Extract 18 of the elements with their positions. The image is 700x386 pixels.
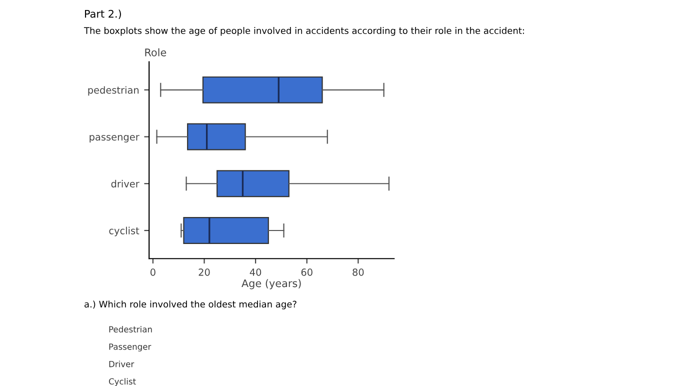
y-tick-label: driver — [111, 180, 140, 188]
x-tick-label: 40 — [250, 268, 262, 276]
chart-title: Part 2.) — [85, 10, 121, 19]
text: a.) Which role involved the oldest median age? — [84, 300, 296, 310]
x-tick-label: 0 — [150, 268, 156, 276]
y-tick-label: passenger — [90, 135, 140, 142]
x-axis-title: Age (years) — [242, 279, 301, 290]
x-tick-label: 60 — [301, 268, 312, 276]
text: Cyclist — [108, 378, 136, 386]
chart-subtitle: The boxplots show the age of people involved in accidents according to their role in the accident: — [84, 27, 524, 36]
text: Pedestrian — [109, 326, 152, 332]
y-tick-label: cyclist — [109, 226, 140, 236]
y-tick-label: pedestrian — [88, 86, 139, 96]
text: Driver — [109, 360, 134, 368]
y-axis-title: Role — [145, 48, 166, 56]
x-tick-label: 80 — [352, 268, 364, 276]
text: Passenger — [109, 344, 152, 352]
x-tick-label: 20 — [198, 268, 210, 276]
